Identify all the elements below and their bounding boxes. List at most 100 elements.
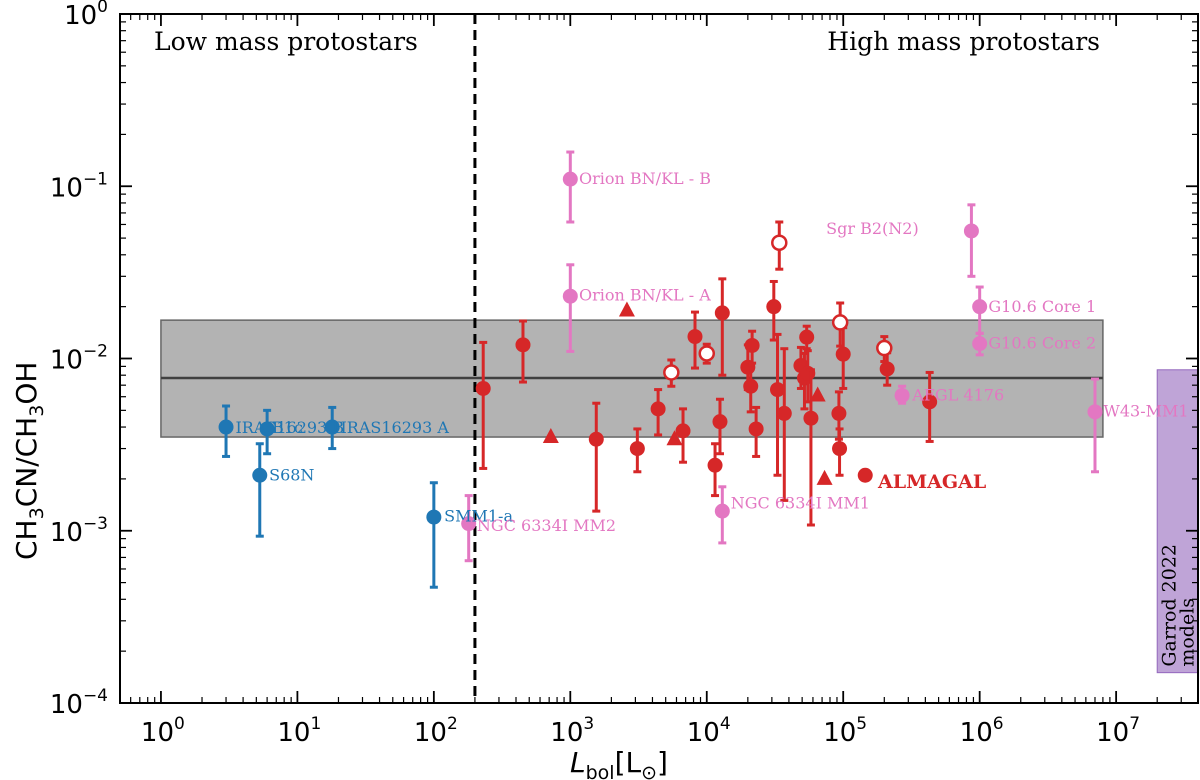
data-point [857, 467, 873, 483]
limit-marker [809, 386, 826, 402]
data-point [876, 339, 893, 357]
y-label-part2: CN/CH [10, 417, 43, 508]
x-tick-label: 104 [687, 714, 731, 748]
x-label-unit: [L [615, 746, 642, 779]
limit-marker [666, 430, 683, 446]
x-tick-label: 103 [550, 714, 594, 748]
x-tick-label: 101 [277, 714, 321, 748]
garrod-models-range [1156, 369, 1199, 674]
high-mass-region-label: High mass protostars [827, 27, 1100, 56]
source-label: SMM1-a [444, 506, 513, 525]
data-point [922, 394, 938, 410]
data-point [972, 299, 988, 315]
y-tick-label: 10−3 [50, 514, 108, 548]
series-4 [542, 301, 833, 485]
data-point [475, 380, 491, 396]
data-point [707, 457, 723, 473]
y-tick-label: 10−2 [50, 342, 108, 376]
limit-marker [618, 301, 635, 317]
x-tick-label: 107 [1096, 714, 1140, 748]
y-axis-label: CH3CN/CH3OH [10, 362, 48, 560]
source-label: NGC 6334I MM2 [477, 516, 616, 535]
source-label: Sgr B2(N2) [826, 219, 919, 238]
data-point [515, 337, 531, 353]
series-3 [663, 220, 893, 388]
x-tick-label: 105 [823, 714, 867, 748]
y-label-part3: OH [10, 362, 43, 405]
data-points [218, 150, 1103, 589]
y-tick-label: 10−1 [50, 169, 108, 203]
data-point [714, 305, 730, 321]
data-point [770, 382, 786, 398]
source-label: IRAS16293 B [235, 418, 344, 437]
axes: 100 101 102 103 104 105 106 107 10−4 10−3 10−2 10−1… [50, 0, 1199, 748]
y-tick-label: 10−4 [50, 686, 108, 720]
data-point [324, 419, 340, 435]
data-point [650, 401, 666, 417]
data-point [562, 288, 578, 304]
y-label-part1: CH [10, 519, 43, 560]
source-label: Orion BN/KL - A [579, 285, 711, 304]
x-tick-label: 106 [960, 714, 1004, 748]
series-0 [218, 404, 442, 589]
series-2 [475, 277, 938, 527]
source-label: G10.6 Core 1 [988, 297, 1096, 316]
data-point [252, 467, 268, 483]
data-point [714, 503, 730, 519]
data-point [803, 410, 819, 426]
x-label-unit-end: ] [657, 746, 668, 779]
x-label-sub: bol [586, 762, 615, 780]
y-tick-label: 100 [64, 0, 108, 31]
data-point [831, 314, 849, 331]
garrod-label-line1: Garrod 2022 [1159, 544, 1181, 667]
x-axis-label: Lbol[L⊙] [570, 746, 668, 780]
source-label: AFGL 4176 [911, 385, 1004, 404]
data-point [972, 336, 988, 352]
series-1 [461, 150, 1103, 563]
x-label-main: L [570, 746, 586, 779]
data-point [562, 171, 578, 187]
limit-marker [542, 428, 559, 444]
data-point [259, 421, 275, 437]
data-point [799, 329, 815, 345]
data-point [461, 516, 477, 532]
x-tick-label: 100 [141, 714, 185, 748]
data-point [894, 387, 910, 403]
garrod-label-line2: models [1177, 598, 1199, 667]
source-label: IRAS16293 A [340, 418, 449, 437]
data-point [963, 223, 979, 239]
source-label: W43-MM1 [1103, 401, 1188, 420]
data-point [698, 345, 716, 362]
source-label: B1c [272, 418, 303, 437]
data-point [218, 419, 234, 435]
y-label-sub1: 3 [26, 507, 48, 519]
almagal-label: ALMAGAL [877, 471, 986, 493]
limit-marker [816, 469, 833, 485]
data-point [629, 441, 645, 457]
data-point [687, 329, 703, 345]
data-point [675, 423, 691, 439]
data-point [743, 378, 759, 394]
data-point [744, 337, 760, 353]
source-label: NGC 6334I MM1 [731, 493, 870, 512]
data-point [879, 361, 895, 377]
data-point [835, 346, 851, 362]
data-point [766, 299, 782, 315]
data-point [663, 364, 680, 381]
data-point [426, 509, 442, 525]
data-point [588, 431, 604, 447]
x-label-unit-sub: ⊙ [641, 762, 657, 780]
garrod-models-box: Garrod 2022 models [1156, 369, 1199, 674]
source-label: S68N [269, 466, 314, 485]
data-point [748, 421, 764, 437]
y-label-sub2: 3 [26, 405, 48, 417]
data-point [831, 405, 847, 421]
source-label: Orion BN/KL - B [579, 169, 711, 188]
data-point [832, 441, 848, 457]
data-point [771, 234, 788, 251]
low-mass-region-label: Low mass protostars [154, 27, 418, 56]
data-point [776, 405, 792, 421]
data-point [800, 365, 816, 381]
